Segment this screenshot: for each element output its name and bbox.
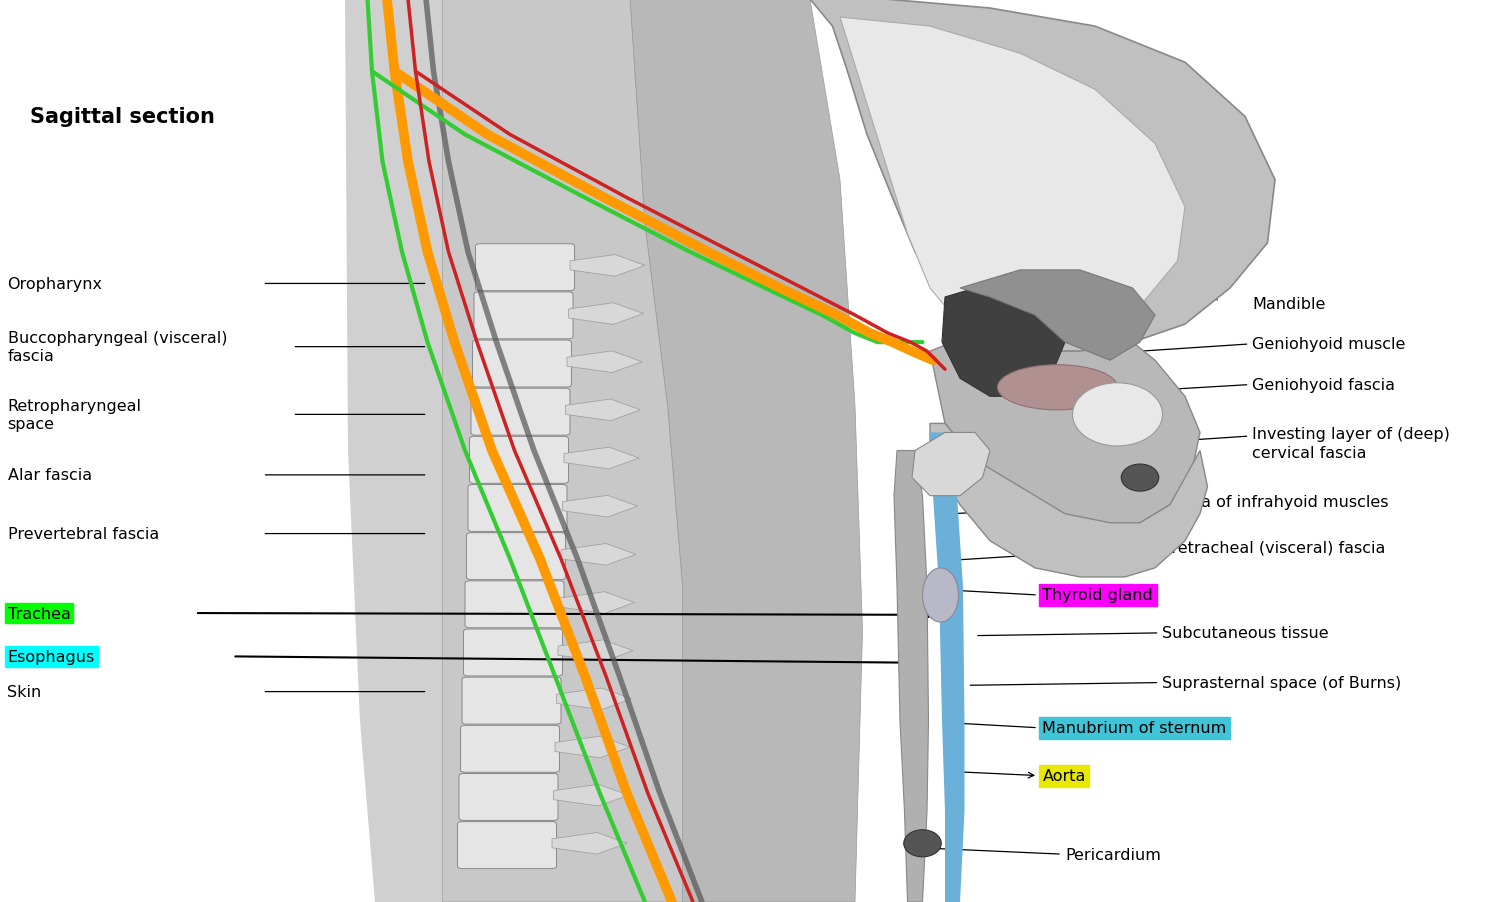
Polygon shape	[840, 18, 1185, 343]
Ellipse shape	[903, 830, 942, 857]
Ellipse shape	[1120, 465, 1158, 492]
Text: Thyroid gland: Thyroid gland	[1042, 588, 1154, 603]
FancyBboxPatch shape	[471, 389, 570, 436]
Polygon shape	[560, 592, 634, 613]
Polygon shape	[442, 0, 682, 902]
Polygon shape	[562, 496, 638, 518]
Polygon shape	[930, 433, 964, 902]
Polygon shape	[561, 544, 636, 566]
Text: Geniohyoid muscle: Geniohyoid muscle	[1252, 337, 1406, 352]
Polygon shape	[930, 424, 1208, 577]
Text: Prevertebral fascia: Prevertebral fascia	[8, 527, 159, 541]
FancyBboxPatch shape	[466, 533, 566, 580]
FancyBboxPatch shape	[474, 292, 573, 339]
Text: Skin: Skin	[8, 685, 42, 699]
Text: Esophagus: Esophagus	[8, 649, 94, 664]
Text: Alar fascia: Alar fascia	[8, 468, 92, 483]
FancyBboxPatch shape	[458, 822, 556, 869]
Text: Subcutaneous tissue: Subcutaneous tissue	[1162, 626, 1329, 640]
FancyBboxPatch shape	[470, 437, 568, 483]
Text: Buccopharyngeal (visceral)
fascia: Buccopharyngeal (visceral) fascia	[8, 330, 226, 364]
Text: Retropharyngeal
space: Retropharyngeal space	[8, 398, 141, 432]
Text: Sagittal section: Sagittal section	[30, 107, 214, 127]
Polygon shape	[960, 271, 1155, 361]
Polygon shape	[894, 451, 928, 902]
Text: Geniohyoid fascia: Geniohyoid fascia	[1252, 378, 1395, 392]
Text: Pericardium: Pericardium	[1065, 847, 1161, 861]
Polygon shape	[942, 289, 1065, 397]
Polygon shape	[930, 334, 1200, 532]
FancyBboxPatch shape	[462, 677, 561, 724]
Polygon shape	[570, 255, 645, 277]
Polygon shape	[345, 0, 442, 902]
Text: Suprasternal space (of Burns): Suprasternal space (of Burns)	[1162, 676, 1401, 690]
Ellipse shape	[998, 365, 1118, 410]
Polygon shape	[552, 833, 627, 854]
Text: Mandible: Mandible	[1252, 297, 1326, 311]
Polygon shape	[630, 0, 862, 902]
Polygon shape	[568, 303, 644, 325]
Text: Fascia of infrahyoid muscles: Fascia of infrahyoid muscles	[1162, 495, 1389, 510]
Text: Oropharynx: Oropharynx	[8, 277, 102, 291]
FancyBboxPatch shape	[472, 341, 572, 388]
Polygon shape	[566, 400, 640, 421]
Text: Investing layer of (deep)
cervical fascia: Investing layer of (deep) cervical fasci…	[1252, 427, 1450, 461]
Ellipse shape	[922, 568, 958, 622]
FancyBboxPatch shape	[476, 244, 574, 291]
Polygon shape	[912, 433, 990, 496]
Polygon shape	[554, 785, 628, 806]
Polygon shape	[564, 447, 639, 469]
Text: Manubrium of sternum: Manubrium of sternum	[1042, 721, 1227, 735]
Polygon shape	[558, 640, 633, 662]
Ellipse shape	[1072, 383, 1162, 446]
FancyBboxPatch shape	[459, 774, 558, 821]
FancyBboxPatch shape	[464, 630, 562, 676]
Text: Aorta: Aorta	[1042, 769, 1086, 783]
Polygon shape	[555, 736, 630, 758]
FancyBboxPatch shape	[465, 581, 564, 628]
Text: Pretracheal (visceral) fascia: Pretracheal (visceral) fascia	[1162, 540, 1386, 555]
Polygon shape	[810, 0, 1275, 352]
Text: Trachea: Trachea	[8, 606, 70, 621]
FancyBboxPatch shape	[460, 725, 560, 772]
Polygon shape	[567, 352, 642, 373]
Polygon shape	[556, 688, 632, 710]
FancyBboxPatch shape	[468, 485, 567, 532]
